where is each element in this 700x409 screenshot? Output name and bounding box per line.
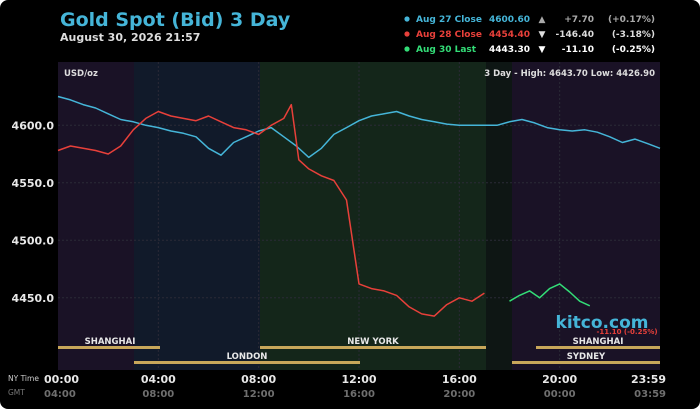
market-shanghai-2: SHANGHAI: [573, 337, 624, 347]
y-axis: 4450.0 4500.0 4550.0 4600.0: [12, 119, 55, 305]
legend-row-aug30: Aug 30 Last 4443.30 ▼ -11.10 (-0.25%): [404, 45, 655, 55]
x-tick-ny: 23:59: [631, 373, 666, 386]
legend-dot-aug28: [404, 31, 410, 37]
market-london: LONDON: [227, 352, 268, 362]
legend-arrow-aug28: ▼: [539, 30, 546, 40]
series-line-2: [57, 103, 485, 317]
x-tick-gmt: 03:59: [634, 389, 666, 400]
x-tick-gmt: 08:00: [142, 389, 174, 400]
legend-value-aug27: 4600.60: [489, 15, 530, 25]
x-tick-gmt: 12:00: [243, 389, 275, 400]
plot-background: [58, 62, 660, 370]
x-axis: 00:00 04:00 04:00 08:00 08:00 12:00 12:00 16:00…: [44, 373, 666, 400]
market-bar-sydney: [512, 361, 660, 364]
legend-dot-aug27: [404, 16, 410, 22]
legend-label-aug27: Aug 27 Close: [416, 15, 482, 25]
session-panel-new-york: [260, 62, 486, 370]
last-change-label: -11.10 (-0.25%): [596, 328, 657, 336]
series-line-1: [57, 95, 661, 159]
grid: [58, 62, 660, 370]
market-shanghai-1: SHANGHAI: [85, 337, 136, 347]
market-bar-shanghai-2: [536, 346, 660, 349]
market-sessions: SHANGHAI LONDON NEW YORK SHANGHAI SYDNEY: [58, 337, 660, 364]
y-tick-label: 4550.0: [12, 177, 55, 190]
unit-label: USD/oz: [64, 69, 98, 79]
legend-change-aug30: -11.10: [562, 45, 594, 55]
market-bar-shanghai-1: [58, 346, 160, 349]
x-tick-gmt: 04:00: [44, 389, 76, 400]
market-bar-new-york: [260, 346, 486, 349]
session-panel-london: [134, 62, 260, 370]
session-panel-asia: [512, 62, 660, 370]
legend-pct-aug27: (+0.17%): [608, 15, 655, 25]
kitco-watermark: kitco.com: [556, 313, 649, 333]
series-line-3: [509, 283, 591, 307]
legend: Aug 27 Close 4600.60 ▲ +7.70 (+0.17%) Au…: [404, 15, 655, 55]
y-tick-label: 4600.0: [12, 119, 55, 132]
legend-pct-aug28: (-3.18%): [612, 30, 655, 40]
y-tick-label: 4500.0: [12, 234, 55, 247]
legend-row-aug27: Aug 27 Close 4600.60 ▲ +7.70 (+0.17%): [404, 15, 655, 25]
x-tick-ny: 08:00: [241, 373, 276, 386]
ny-time-label: NY Time: [8, 374, 39, 383]
x-tick-ny: 04:00: [141, 373, 176, 386]
x-tick-ny: 20:00: [542, 373, 577, 386]
y-tick-label: 4450.0: [12, 292, 55, 305]
market-bar-london: [134, 361, 360, 364]
market-new-york: NEW YORK: [347, 337, 399, 347]
x-tick-gmt: 20:00: [443, 389, 475, 400]
legend-label-aug30: Aug 30 Last: [416, 45, 477, 55]
x-tick-ny: 00:00: [44, 373, 79, 386]
range-text: 3 Day - High: 4643.70 Low: 4426.90: [484, 69, 655, 79]
legend-dot-aug30: [404, 46, 410, 52]
legend-value-aug30: 4443.30: [489, 45, 530, 55]
legend-pct-aug30: (-0.25%): [612, 45, 655, 55]
legend-arrow-aug27: ▲: [539, 15, 546, 25]
series-lines: [57, 95, 661, 317]
gmt-label: GMT: [8, 388, 25, 397]
legend-label-aug28: Aug 28 Close: [416, 30, 482, 40]
session-panel-early: [58, 62, 134, 370]
legend-arrow-aug30: ▼: [539, 45, 546, 55]
legend-change-aug27: +7.70: [564, 15, 594, 25]
legend-value-aug28: 4454.40: [489, 30, 530, 40]
x-tick-ny: 12:00: [341, 373, 376, 386]
session-panel-closed: [486, 62, 512, 370]
legend-row-aug28: Aug 28 Close 4454.40 ▼ -146.40 (-3.18%): [404, 30, 655, 40]
x-tick-gmt: 00:00: [544, 389, 576, 400]
x-tick-ny: 16:00: [442, 373, 477, 386]
chart-title: Gold Spot (Bid) 3 Day: [60, 9, 291, 31]
x-tick-gmt: 16:00: [343, 389, 375, 400]
market-sydney: SYDNEY: [567, 352, 606, 362]
chart-datetime: August 30, 2026 21:57: [60, 31, 200, 44]
legend-change-aug28: -146.40: [556, 30, 594, 40]
